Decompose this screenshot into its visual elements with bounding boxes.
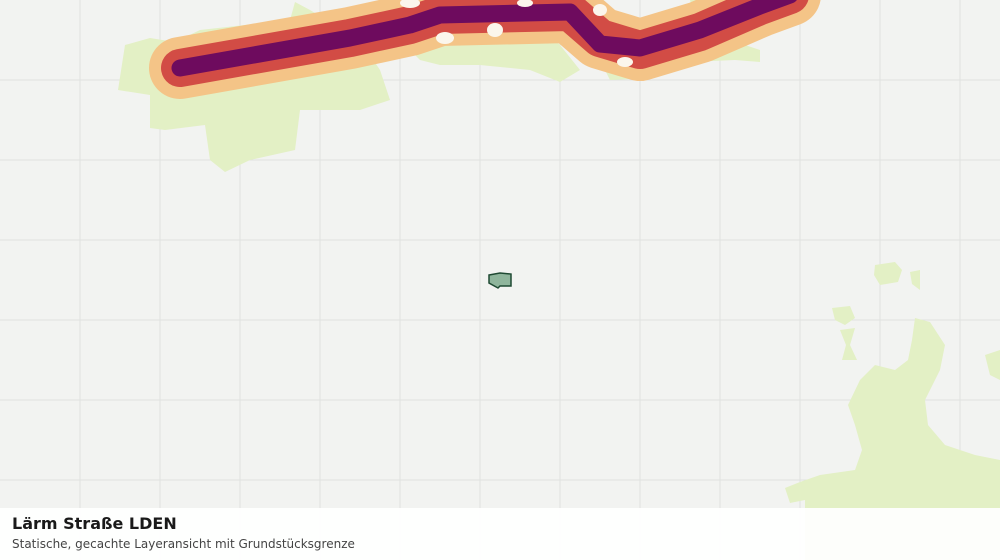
caption-panel: Lärm Straße LDEN Statische, gecachte Lay… xyxy=(0,508,1000,560)
noise-band xyxy=(149,0,821,99)
noise-gap xyxy=(400,0,633,67)
layer-subtitle: Statische, gecachte Layeransicht mit Gru… xyxy=(12,537,355,551)
parcel-boundary xyxy=(488,272,512,289)
layer-title: Lärm Straße LDEN xyxy=(12,514,177,533)
